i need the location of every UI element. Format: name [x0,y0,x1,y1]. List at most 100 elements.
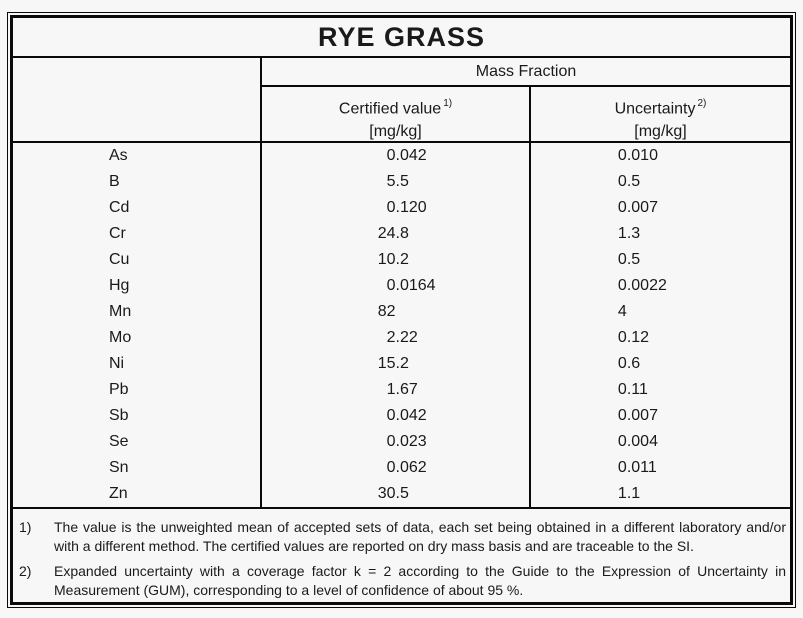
element-symbol: Hg [13,273,262,299]
value-integer-part: 5 [386,173,396,190]
uncertainty-value-cell: 4 [531,299,790,325]
uncertainty-value-cell: 0.010 [531,143,790,169]
certified-value-cell: 24.8 [262,221,531,247]
value-integer-part: 0 [386,147,396,164]
table-row: Zn 30.5 1.1 [13,481,790,507]
value-fraction-part: .0022 [626,277,667,294]
value-fraction-part: .5 [395,173,409,190]
document-frame: RYE GRASS Mass Fraction Certified value 1… [7,12,796,608]
table-row: Se 0.023 0.004 [13,429,790,455]
value-fraction-part: .5 [395,485,409,502]
value-integer-part: 0 [617,433,627,450]
empty-corner-cell [13,58,262,87]
table-row: Mn 82 4 [13,299,790,325]
footnote-marker: 1) [19,519,32,535]
value-integer-part: 0 [386,407,396,424]
element-symbol: Mn [13,299,262,325]
footnote-1: 1) The value is the unweighted mean of a… [19,518,787,555]
value-fraction-part: .5 [626,173,641,190]
footnotes-section: 1) The value is the unweighted mean of a… [13,507,790,602]
element-symbol: Sb [13,403,262,429]
uncertainty-value-cell: 1.3 [531,221,790,247]
table-row: Sb 0.042 0.007 [13,403,790,429]
value-fraction-part: .042 [395,407,427,424]
element-symbol: Se [13,429,262,455]
element-symbol: Sn [13,455,262,481]
value-fraction-part: .8 [395,225,409,242]
column-header-uncertainty: Uncertainty 2) [mg/kg] [531,87,790,143]
value-integer-part: 0 [617,459,627,476]
value-integer-part: 30 [377,485,396,502]
uncertainty-value-cell: 0.11 [531,377,790,403]
value-fraction-part [627,299,790,325]
value-integer-part: 0 [617,407,627,424]
value-fraction-part: .3 [626,225,641,242]
empty-element-header-cell [13,87,262,143]
table-row: Cr 24.8 1.3 [13,221,790,247]
value-integer-part: 0 [617,277,627,294]
value-fraction-part: .007 [626,199,658,216]
table-row: Sn 0 .062 0.011 [13,455,790,481]
value-integer-part: 82 [377,303,396,320]
value-fraction-part: .120 [395,199,427,216]
value-fraction-part: .6 [626,355,641,372]
value-integer-part: 0 [617,329,627,346]
uncertainty-value-cell: 0.6 [531,351,790,377]
value-fraction-part: .0164 [395,277,436,294]
table-title-row: RYE GRASS [13,18,790,58]
certified-value-cell: 0.042 [262,403,531,429]
value-fraction-part: .2 [395,355,409,372]
value-fraction-part: .011 [626,459,657,476]
table-body: As 0.042 0.010 B 5.5 0.5 Cd 0.120 0.007 Cr 24.8 1.3… [13,143,790,507]
certified-value-cell: 82 [262,299,531,325]
value-integer-part: 0 [617,173,627,190]
footnote-ref-1: 1) [443,98,453,109]
value-fraction-part: .67 [395,381,418,398]
element-symbol: Cr [13,221,262,247]
value-integer-part: 15 [377,355,396,372]
certified-value-cell: 0.0164 [262,273,531,299]
header-columns-row: Certified value 1) [mg/kg] Uncertainty 2) … [13,87,790,143]
element-symbol: Cd [13,195,262,221]
table-row: Mo 2.22 0.12 [13,325,790,351]
table-row: Cd 0.120 0.007 [13,195,790,221]
value-fraction-part: .2 [395,251,409,268]
value-fraction-part: .062 [395,459,427,476]
value-fraction-part: .010 [626,147,658,164]
uncertainty-value-cell: 0.011 [531,455,790,481]
value-fraction-part: .004 [626,433,658,450]
element-symbol: Zn [13,481,262,507]
uncertainty-value-cell: 0.007 [531,403,790,429]
column-group-header: Mass Fraction [262,58,790,87]
certified-value-cell: 0.042 [262,143,531,169]
certified-value-cell: 10.2 [262,247,531,273]
uncertainty-unit: [mg/kg] [634,123,687,141]
certified-value-cell: 1.67 [262,377,531,403]
uncertainty-label: Uncertainty 2) [614,98,707,118]
uncertainty-value-cell: 0.007 [531,195,790,221]
certified-value-cell: 30.5 [262,481,531,507]
uncertainty-value-cell: 0.0022 [531,273,790,299]
value-integer-part: 0 [617,355,627,372]
certified-value-cell: 0.120 [262,195,531,221]
table-row: Pb 1.67 0.11 [13,377,790,403]
value-integer-part: 10 [377,251,396,268]
value-integer-part: 1 [617,225,627,242]
table-row: As 0.042 0.010 [13,143,790,169]
footnote-ref-2: 2) [697,98,707,109]
uncertainty-value-cell: 1.1 [531,481,790,507]
value-fraction-part: .22 [395,329,418,346]
certified-value-unit: [mg/kg] [369,123,422,141]
element-symbol: Mo [13,325,262,351]
column-header-certified-value: Certified value 1) [mg/kg] [262,87,531,143]
certified-value-cell: 2.22 [262,325,531,351]
element-symbol: B [13,169,262,195]
table-row: Ni 15.2 0.6 [13,351,790,377]
footnote-text: The value is the unweighted mean of acce… [54,519,786,554]
value-integer-part: 0 [617,251,627,268]
uncertainty-value-cell: 0.004 [531,429,790,455]
footnote-text: Expanded uncertainty with a coverage fac… [54,563,786,598]
value-integer-part: 24 [377,225,396,242]
value-integer-part: 0 [386,199,396,216]
uncertainty-value-cell: 0.5 [531,169,790,195]
